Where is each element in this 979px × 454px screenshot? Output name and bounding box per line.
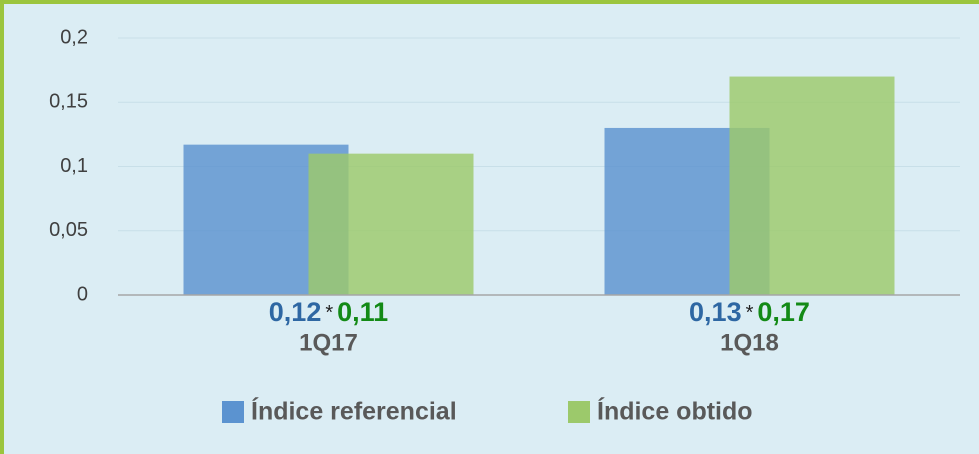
y-tick-label: 0,1 xyxy=(60,155,88,177)
legend-label: Índice obtido xyxy=(597,397,753,426)
legend-label: Índice referencial xyxy=(251,397,457,426)
legend-swatch xyxy=(222,401,244,423)
label-separator: * xyxy=(746,302,754,324)
legend-swatch xyxy=(568,401,590,423)
top-border xyxy=(0,0,979,4)
x-tick-label: 1Q18 xyxy=(720,329,779,356)
value-label: 0,11 xyxy=(337,297,388,327)
x-tick-label: 1Q17 xyxy=(299,329,358,356)
value-label: 0,17 xyxy=(757,297,810,327)
bar xyxy=(729,76,895,295)
data-label: 0,13 * 0,17 xyxy=(689,297,810,327)
label-separator: * xyxy=(325,302,333,324)
y-tick-label: 0,05 xyxy=(49,219,88,241)
value-label: 0,13 xyxy=(689,297,742,327)
y-tick-label: 0 xyxy=(77,283,88,305)
y-tick-label: 0,2 xyxy=(60,26,88,48)
value-label: 0,12 xyxy=(269,297,322,327)
left-border xyxy=(0,0,4,454)
bar xyxy=(308,153,474,295)
data-label: 0,12 * 0,11 xyxy=(269,297,388,327)
y-tick-label: 0,15 xyxy=(49,91,88,113)
